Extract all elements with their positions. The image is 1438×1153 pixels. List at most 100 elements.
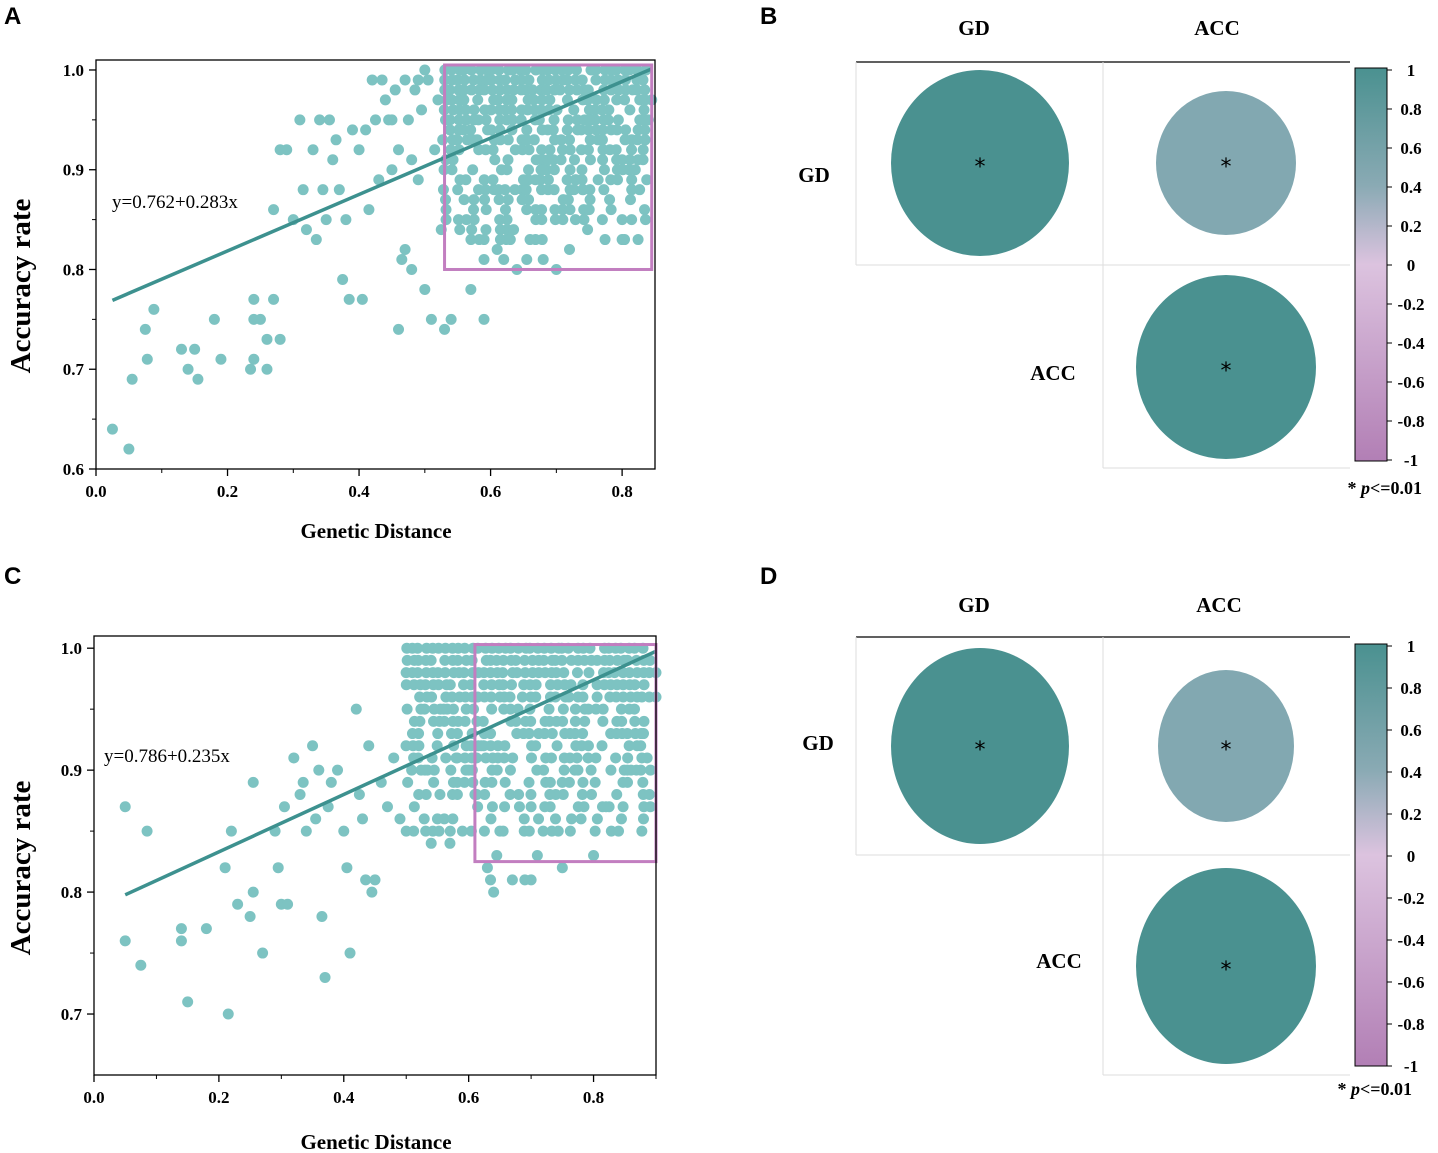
colorbar-tick-label: 0 bbox=[1407, 847, 1416, 866]
scatter-point bbox=[598, 164, 610, 176]
scatter-point bbox=[459, 642, 471, 654]
x-tick-label: 0.2 bbox=[217, 482, 238, 501]
scatter-point bbox=[605, 764, 617, 776]
scatter-point bbox=[388, 752, 400, 764]
scatter-point bbox=[468, 214, 480, 226]
scatter-point bbox=[376, 74, 388, 86]
scatter-point bbox=[615, 813, 627, 825]
scatter-point bbox=[582, 740, 594, 752]
scatter-point bbox=[620, 124, 632, 136]
scatter-point bbox=[541, 84, 553, 96]
scatter-point bbox=[571, 752, 583, 764]
corr-d-note-p: p bbox=[1349, 1079, 1360, 1099]
scatter-point bbox=[508, 84, 520, 96]
scatter-point bbox=[584, 154, 596, 166]
scatter-point bbox=[590, 64, 602, 76]
scatter-point bbox=[248, 353, 260, 365]
scatter-point bbox=[307, 740, 319, 752]
scatter-point bbox=[604, 194, 616, 206]
colorbar-tick-label: -0.2 bbox=[1398, 295, 1425, 314]
scatter-point bbox=[396, 254, 408, 266]
scatter-point bbox=[412, 654, 424, 666]
scatter-point bbox=[491, 244, 503, 256]
scatter-point bbox=[623, 667, 635, 679]
scatter-point bbox=[523, 825, 535, 837]
y-tick-label: 0.7 bbox=[61, 1005, 83, 1024]
scatter-point bbox=[575, 813, 587, 825]
scatter-c-ticks: 0.0 0.2 0.4 0.6 0.8 0.7 0.8 0.9 1.0 bbox=[61, 639, 657, 1107]
scatter-point bbox=[530, 691, 542, 703]
scatter-point bbox=[332, 764, 344, 776]
scatter-point bbox=[257, 947, 269, 959]
scatter-point bbox=[613, 825, 625, 837]
scatter-point bbox=[393, 323, 405, 335]
scatter-point bbox=[519, 654, 531, 666]
scatter-point bbox=[353, 789, 365, 801]
scatter-point bbox=[537, 825, 549, 837]
scatter-point bbox=[637, 154, 649, 166]
corr-d-col-label-acc: ACC bbox=[1196, 593, 1242, 617]
scatter-point bbox=[562, 194, 574, 206]
scatter-point bbox=[493, 194, 505, 206]
scatter-point bbox=[518, 813, 530, 825]
scatter-point bbox=[521, 124, 533, 136]
scatter-point bbox=[272, 862, 284, 874]
scatter-point bbox=[225, 825, 237, 837]
scatter-point bbox=[360, 874, 372, 886]
scatter-point bbox=[244, 910, 256, 922]
scatter-point bbox=[530, 740, 542, 752]
corr-d-star-gd-gd: * bbox=[975, 738, 986, 763]
colorbar-tick-label: 0.8 bbox=[1400, 679, 1421, 698]
colorbar-b bbox=[1354, 67, 1388, 462]
correlation-plot-d: GD ACC GD ACC * * * 1 0.8 0.6 0.4 0.2 0 -0.2 -0… bbox=[802, 593, 1425, 1099]
scatter-point bbox=[489, 154, 501, 166]
scatter-point bbox=[481, 862, 493, 874]
scatter-point bbox=[545, 752, 557, 764]
scatter-point bbox=[644, 801, 656, 813]
x-tick-label: 0.8 bbox=[611, 482, 632, 501]
scatter-point bbox=[465, 234, 477, 246]
scatter-point bbox=[297, 776, 309, 788]
scatter-point bbox=[638, 715, 650, 727]
scatter-point bbox=[502, 194, 514, 206]
scatter-point bbox=[429, 144, 441, 156]
scatter-point bbox=[460, 174, 472, 186]
scatter-point bbox=[582, 144, 594, 156]
scatter-point bbox=[486, 703, 498, 715]
scatter-point bbox=[319, 971, 331, 983]
scatter-point bbox=[366, 886, 378, 898]
scatter-point bbox=[313, 764, 325, 776]
scatter-point bbox=[501, 214, 513, 226]
scatter-point bbox=[547, 124, 559, 136]
scatter-point bbox=[610, 144, 622, 156]
scatter-point bbox=[525, 752, 537, 764]
scatter-point bbox=[611, 94, 623, 106]
scatter-point bbox=[468, 194, 480, 206]
scatter-point bbox=[506, 874, 518, 886]
scatter-point bbox=[478, 825, 490, 837]
scatter-point bbox=[467, 164, 479, 176]
scatter-point bbox=[479, 194, 491, 206]
scatter-point bbox=[502, 134, 514, 146]
corr-b-note-p: p bbox=[1359, 478, 1370, 498]
scatter-point bbox=[499, 74, 511, 86]
colorbar-tick-label: -0.2 bbox=[1398, 889, 1425, 908]
scatter-point bbox=[637, 813, 649, 825]
scatter-point bbox=[556, 862, 568, 874]
scatter-point bbox=[528, 94, 540, 106]
scatter-point bbox=[585, 764, 597, 776]
scatter-point bbox=[591, 654, 603, 666]
scatter-point bbox=[497, 654, 509, 666]
scatter-point bbox=[542, 64, 554, 76]
scatter-point bbox=[445, 764, 457, 776]
scatter-point bbox=[373, 174, 385, 186]
scatter-point bbox=[294, 114, 306, 126]
scatter-point bbox=[480, 224, 492, 236]
scatter-point bbox=[513, 789, 525, 801]
scatter-point bbox=[585, 789, 597, 801]
scatter-point bbox=[521, 134, 533, 146]
scatter-point bbox=[452, 214, 464, 226]
scatter-point bbox=[316, 910, 328, 922]
scatter-point bbox=[562, 114, 574, 126]
scatter-point bbox=[215, 353, 227, 365]
